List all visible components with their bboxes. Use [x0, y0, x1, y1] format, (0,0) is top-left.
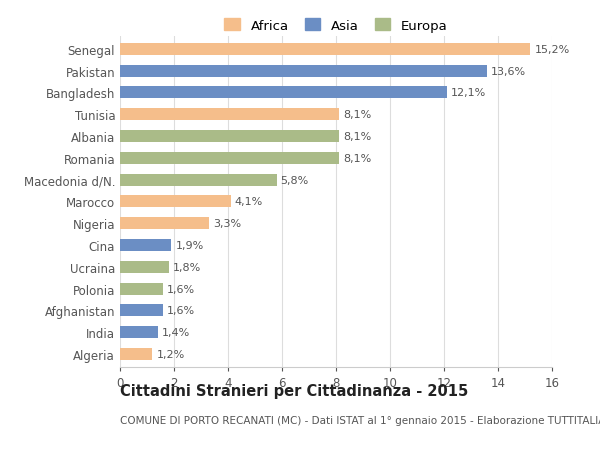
Text: 1,9%: 1,9%	[175, 241, 203, 251]
Text: 1,6%: 1,6%	[167, 284, 196, 294]
Bar	[120, 152, 338, 164]
Text: 1,8%: 1,8%	[173, 262, 201, 272]
Text: 5,8%: 5,8%	[281, 175, 309, 185]
Text: 1,6%: 1,6%	[167, 306, 196, 316]
Text: Cittadini Stranieri per Cittadinanza - 2015: Cittadini Stranieri per Cittadinanza - 2…	[120, 383, 468, 398]
Bar	[120, 283, 163, 295]
Bar	[120, 240, 172, 252]
Bar	[120, 174, 277, 186]
Bar	[120, 66, 487, 78]
Bar	[120, 326, 158, 338]
Text: 1,4%: 1,4%	[162, 327, 190, 337]
Text: 13,6%: 13,6%	[491, 67, 526, 77]
Legend: Africa, Asia, Europa: Africa, Asia, Europa	[220, 15, 452, 37]
Text: COMUNE DI PORTO RECANATI (MC) - Dati ISTAT al 1° gennaio 2015 - Elaborazione TUT: COMUNE DI PORTO RECANATI (MC) - Dati IST…	[120, 415, 600, 425]
Bar	[120, 196, 230, 208]
Bar	[120, 305, 163, 317]
Text: 1,2%: 1,2%	[157, 349, 185, 359]
Text: 15,2%: 15,2%	[535, 45, 570, 55]
Bar	[120, 87, 446, 99]
Bar	[120, 109, 338, 121]
Text: 8,1%: 8,1%	[343, 110, 371, 120]
Bar	[120, 261, 169, 273]
Bar	[120, 348, 152, 360]
Bar	[120, 131, 338, 143]
Text: 8,1%: 8,1%	[343, 153, 371, 163]
Text: 4,1%: 4,1%	[235, 197, 263, 207]
Text: 3,3%: 3,3%	[213, 218, 241, 229]
Text: 8,1%: 8,1%	[343, 132, 371, 142]
Bar	[120, 218, 209, 230]
Bar	[120, 44, 530, 56]
Text: 12,1%: 12,1%	[451, 88, 486, 98]
